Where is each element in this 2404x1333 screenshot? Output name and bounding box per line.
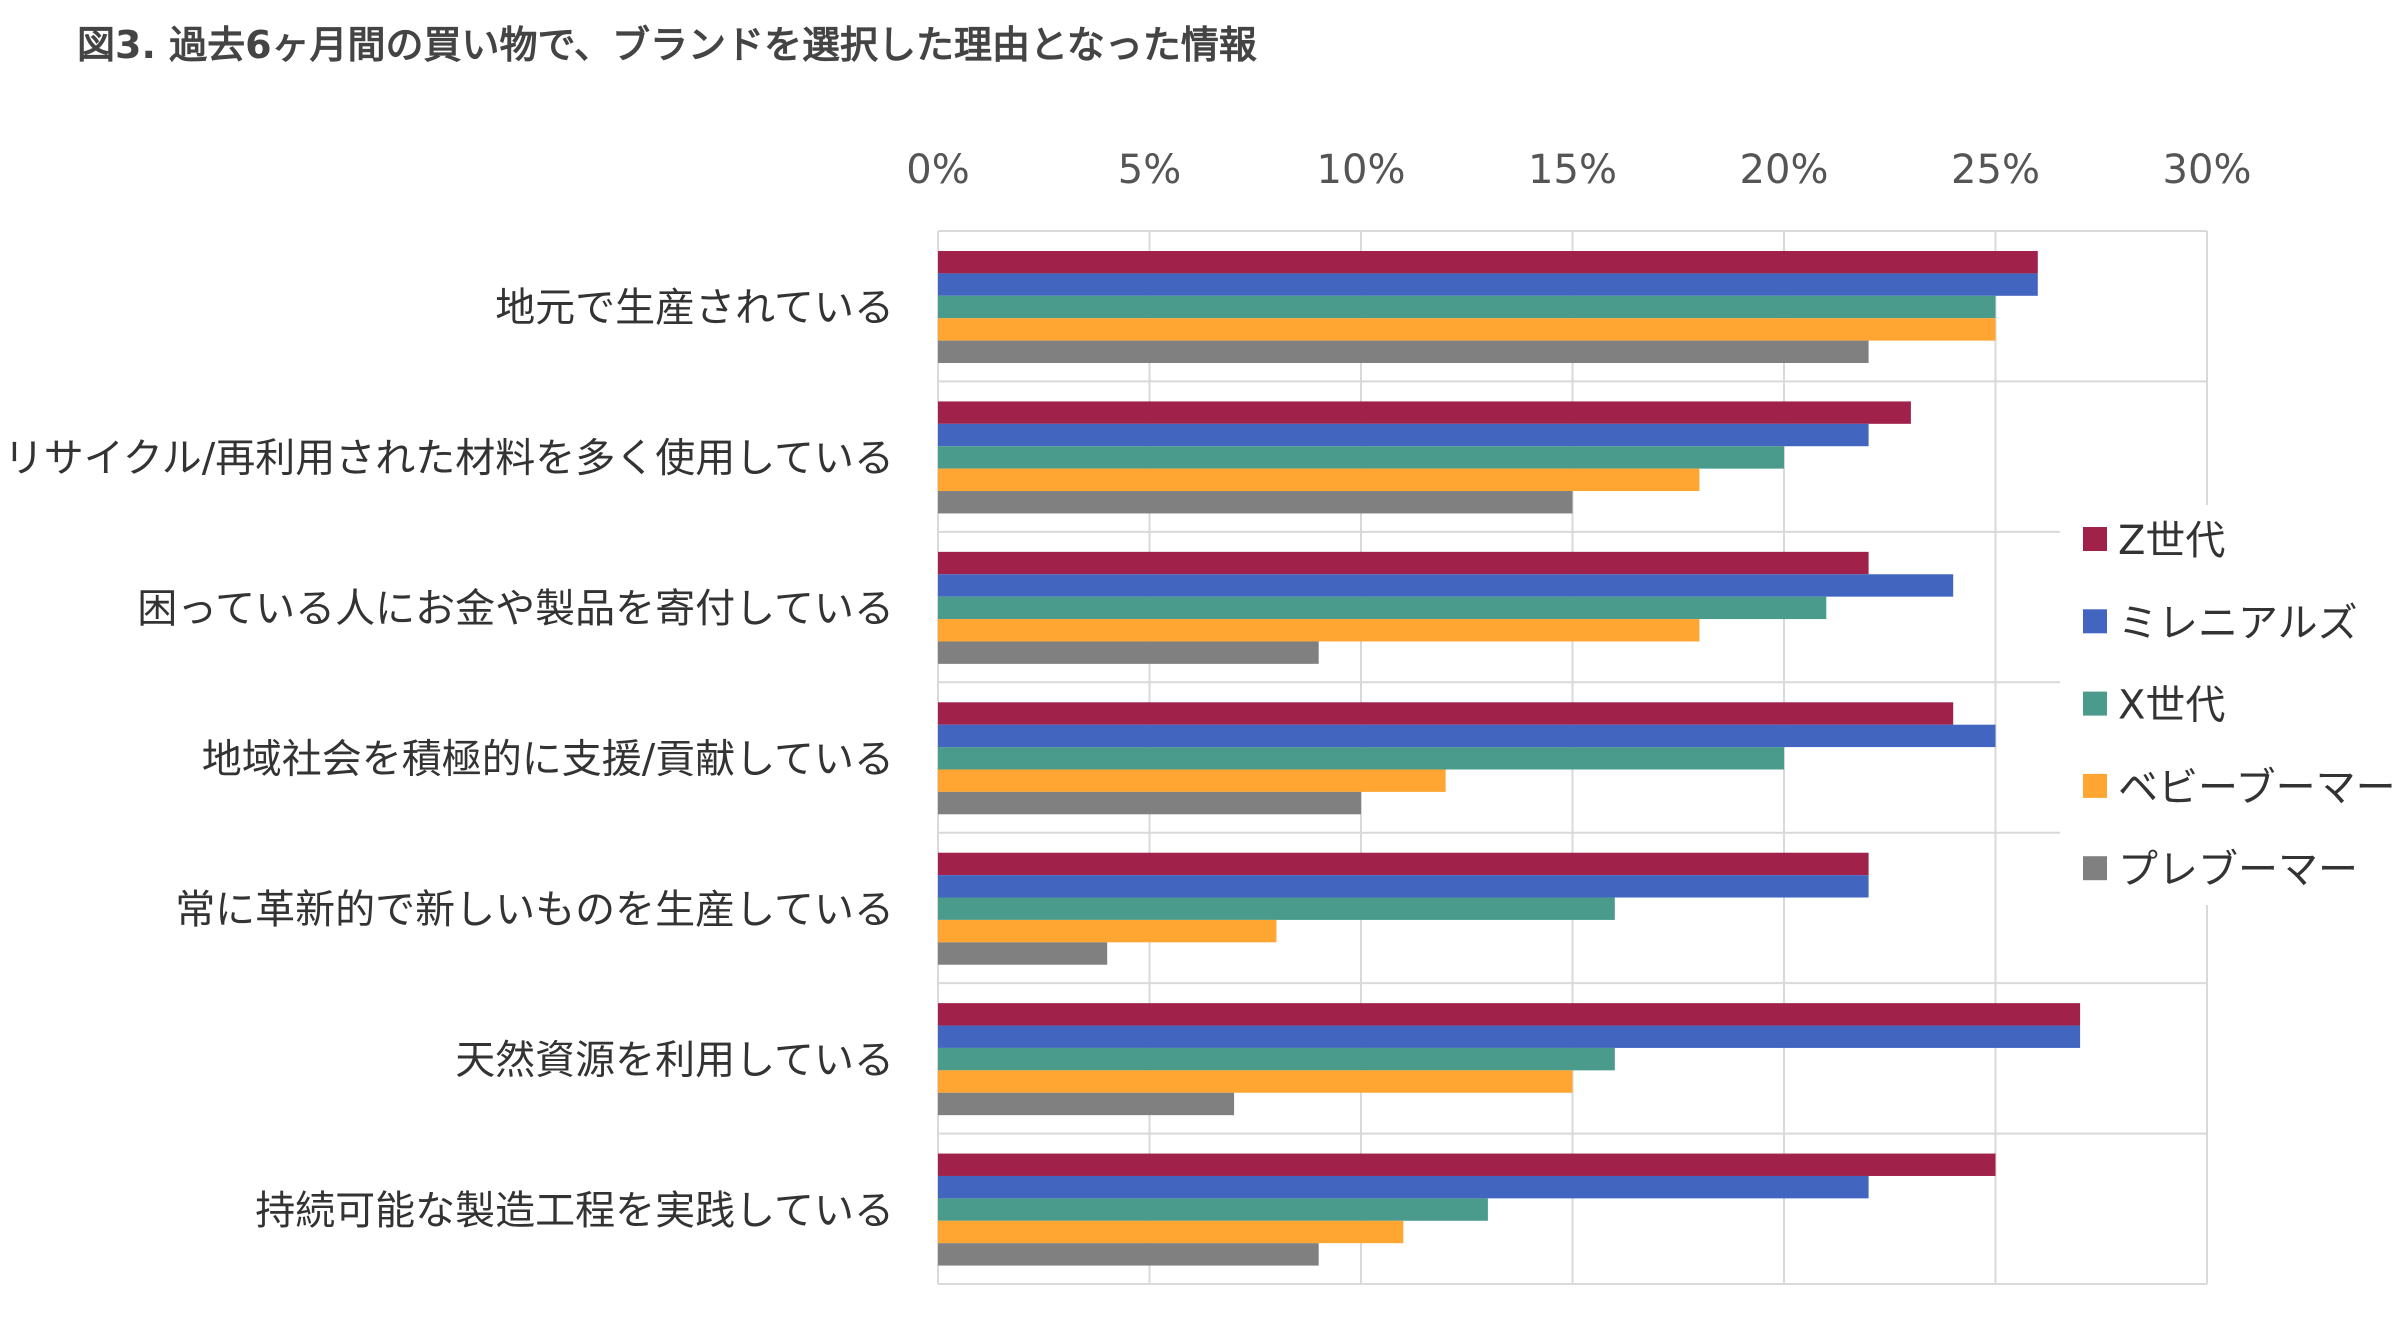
x-tick-label: 5% (1118, 147, 1181, 193)
bar-2-2 (938, 596, 1827, 620)
bar-4-5 (938, 1092, 1235, 1116)
bar-3-5 (938, 1070, 1573, 1093)
category-label: 困っている人にお金や製品を寄付している (137, 586, 894, 632)
bar-2-6 (938, 1198, 1488, 1221)
x-tick-label: 15% (1528, 147, 1617, 193)
x-tick-label: 30% (2163, 147, 2252, 193)
bar-4-3 (938, 791, 1361, 815)
category-label: 常に革新的で新しいものを生産している (175, 887, 894, 933)
category-label: 地域社会を積極的に支援/貢献している (202, 737, 894, 783)
bar-1-5 (938, 1025, 2081, 1048)
bar-2-0 (938, 295, 1996, 319)
chart-title: 図3. 過去6ヶ月間の買い物で、ブランドを選択した理由となった情報 (77, 23, 1257, 67)
bar-1-2 (938, 574, 1954, 597)
bar-0-2 (938, 551, 1869, 575)
legend-label: プレブーマー (2118, 847, 2358, 893)
bar-2-3 (938, 747, 1784, 770)
bar-3-3 (938, 769, 1446, 792)
bar-0-3 (938, 702, 1954, 725)
bar-1-1 (938, 423, 1869, 447)
legend-swatch (2083, 773, 2107, 798)
bar-2-4 (938, 897, 1615, 920)
category-label: リサイクル/再利用された材料を多く使用している (4, 436, 894, 482)
bar-0-0 (938, 251, 2038, 274)
bar-1-4 (938, 875, 1869, 898)
bar-4-2 (938, 641, 1319, 664)
bar-3-6 (938, 1220, 1404, 1244)
x-tick-label: 0% (906, 147, 969, 193)
bar-4-6 (938, 1243, 1319, 1266)
bar-2-5 (938, 1047, 1615, 1071)
bar-4-0 (938, 340, 1869, 363)
category-label: 天然資源を利用している (455, 1037, 894, 1083)
bar-4-4 (938, 942, 1108, 965)
category-labels: 地元で生産されているリサイクル/再利用された材料を多く使用している困っている人に… (4, 285, 894, 1234)
x-tick-label: 10% (1317, 147, 1406, 193)
bar-2-1 (938, 446, 1784, 469)
bars (938, 251, 2081, 1266)
bar-3-0 (938, 318, 1996, 341)
bar-3-2 (938, 619, 1700, 642)
legend-label: ベビーブーマー (2118, 765, 2396, 811)
bar-0-6 (938, 1153, 1996, 1176)
category-label: 地元で生産されている (495, 285, 894, 331)
legend-label: ミレニアルズ (2118, 600, 2358, 646)
bar-4-1 (938, 491, 1573, 514)
legend-swatch (2083, 691, 2107, 716)
legend-label: X世代 (2118, 683, 2225, 729)
bar-0-4 (938, 852, 1869, 876)
x-tick-label: 20% (1740, 147, 1829, 193)
x-tick-label: 25% (1951, 147, 2040, 193)
bar-1-6 (938, 1175, 1869, 1199)
legend-swatch (2083, 609, 2107, 634)
bar-1-3 (938, 724, 1996, 748)
category-label: 持続可能な製造工程を実践している (255, 1188, 894, 1234)
bar-3-4 (938, 919, 1277, 943)
x-axis-ticks: 0% 5% 10% 15% 20% 25% 30% (906, 147, 2251, 193)
bar-0-1 (938, 401, 1911, 424)
legend-swatch (2083, 527, 2107, 551)
bar-3-1 (938, 468, 1700, 492)
bar-0-5 (938, 1003, 2081, 1026)
legend-background (2060, 505, 2400, 905)
bar-1-0 (938, 273, 2038, 296)
legend-swatch (2083, 856, 2107, 881)
legend-label: Z世代 (2118, 518, 2225, 564)
